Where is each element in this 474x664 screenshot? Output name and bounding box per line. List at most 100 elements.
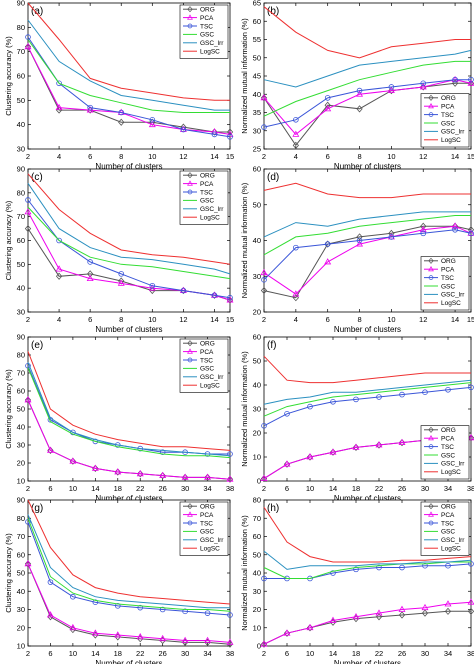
panel-h: 2 6 10 14 18 22 26 30 34 3801020304050607080Numbe… xyxy=(240,496,474,664)
series-line-pca xyxy=(27,46,231,135)
data-point-tsc xyxy=(92,438,99,445)
legend-label-org: ORG xyxy=(441,504,456,511)
data-point-tsc xyxy=(47,579,54,585)
legend-label-gsc: GSC xyxy=(200,366,214,373)
series-line-logsc xyxy=(263,507,472,563)
data-point-org xyxy=(324,101,331,109)
x-axis-label: Number of clusters xyxy=(95,325,162,334)
legend-marker-pca xyxy=(187,180,193,186)
data-point-org xyxy=(226,128,234,136)
legend-box xyxy=(420,93,470,148)
data-point-tsc xyxy=(180,126,187,133)
data-point-pca xyxy=(292,290,300,297)
legend-label-logsc: LogSC xyxy=(441,546,461,553)
x-tick-label: 2 xyxy=(26,152,30,161)
series-line-tsc xyxy=(263,229,472,281)
x-tick-label: 30 xyxy=(421,649,429,658)
x-tick-label: 18 xyxy=(114,484,122,493)
y-tick-label: 50 xyxy=(17,405,25,414)
y-axis-label: Clustering accuracy (%) xyxy=(4,36,13,116)
data-point-org xyxy=(47,446,54,455)
y-tick-label: 50 xyxy=(253,357,261,366)
data-point-org xyxy=(180,286,187,295)
data-point-org xyxy=(292,294,299,302)
data-point-pca xyxy=(55,103,63,111)
legend-label-logsc: LogSC xyxy=(200,383,220,390)
data-point-tsc xyxy=(293,117,299,123)
x-tick-label: 26 xyxy=(158,649,166,658)
data-point-tsc xyxy=(25,197,31,203)
x-tick-label: 18 xyxy=(352,484,360,493)
series-line-gsc xyxy=(27,206,231,280)
y-tick-label: 40 xyxy=(253,90,261,99)
data-point-tsc xyxy=(420,80,427,87)
data-point-tsc xyxy=(261,277,267,283)
legend-label-tsc: TSC xyxy=(200,357,213,364)
y-tick-label: 60 xyxy=(17,387,25,396)
data-point-pca xyxy=(24,42,32,50)
data-point-tsc xyxy=(261,575,267,582)
data-point-pca xyxy=(114,631,122,638)
x-axis-label: Number of clusters xyxy=(334,325,401,334)
legend-marker-tsc xyxy=(428,520,434,526)
panel-label: (c) xyxy=(31,172,43,183)
data-point-pca xyxy=(24,396,32,403)
data-point-tsc xyxy=(356,237,363,244)
data-point-tsc xyxy=(114,603,121,609)
data-point-tsc xyxy=(87,259,93,265)
legend-marker-org xyxy=(187,340,193,347)
legend-marker-tsc xyxy=(187,189,193,195)
data-point-tsc xyxy=(399,564,405,571)
data-point-pca xyxy=(226,638,234,645)
data-point-tsc xyxy=(452,226,458,233)
y-tick-label: 60 xyxy=(253,532,261,541)
data-point-pca xyxy=(444,600,452,607)
series-line-pca xyxy=(263,79,472,136)
legend-label-gsc_lrr: GSC_lrr xyxy=(200,537,224,544)
data-point-org xyxy=(356,233,363,241)
data-point-tsc xyxy=(149,117,156,123)
legend-label-org: ORG xyxy=(441,427,456,434)
x-tick-label: 22 xyxy=(375,484,383,493)
data-point-tsc xyxy=(468,230,474,237)
panel-g: 2 6 10 14 18 22 26 30 34 38102030405060708090Numb… xyxy=(4,496,234,664)
y-tick-label: 50 xyxy=(253,550,261,559)
legend-label-logsc: LogSC xyxy=(200,215,220,222)
y-tick-label: 20 xyxy=(253,308,261,317)
data-point-org xyxy=(324,240,331,248)
legend-marker-tsc xyxy=(187,357,193,363)
legend-label-org: ORG xyxy=(200,173,215,180)
y-tick-label: 20 xyxy=(17,623,25,632)
panel-label: (e) xyxy=(31,340,43,351)
data-point-pca xyxy=(159,471,167,479)
data-point-pca xyxy=(204,473,212,480)
legend-label-gsc_lrr: GSC_lrr xyxy=(441,537,465,544)
legend-box xyxy=(420,256,470,311)
legend-label-gsc_lrr: GSC_lrr xyxy=(441,129,465,136)
data-point-tsc xyxy=(399,391,405,398)
y-axis-label: Clustering accuracy (%) xyxy=(4,200,13,280)
legend-label-gsc: GSC xyxy=(441,283,455,290)
legend-box xyxy=(179,170,229,225)
y-axis-label: Clustering accuracy (%) xyxy=(4,369,13,449)
data-point-tsc xyxy=(149,282,156,289)
y-tick-label: 25 xyxy=(253,145,261,154)
data-point-tsc xyxy=(284,410,290,417)
data-point-org xyxy=(211,128,218,136)
data-point-tsc xyxy=(307,403,313,410)
x-tick-label: 34 xyxy=(444,484,452,493)
y-tick-label: 90 xyxy=(17,165,25,174)
x-tick-label: 4 xyxy=(294,152,298,161)
x-tick-label: 15 xyxy=(467,315,474,324)
series-line-gsc xyxy=(263,215,471,256)
y-tick-label: 40 xyxy=(253,381,261,390)
data-point-tsc xyxy=(56,80,62,87)
x-tick-label: 6 xyxy=(285,649,289,658)
data-point-pca xyxy=(356,240,364,247)
x-tick-label: 34 xyxy=(203,484,211,493)
series-line-pca xyxy=(27,563,231,643)
y-tick-label: 50 xyxy=(253,53,261,62)
x-tick-label: 10 xyxy=(69,649,77,658)
data-point-org xyxy=(55,272,63,280)
